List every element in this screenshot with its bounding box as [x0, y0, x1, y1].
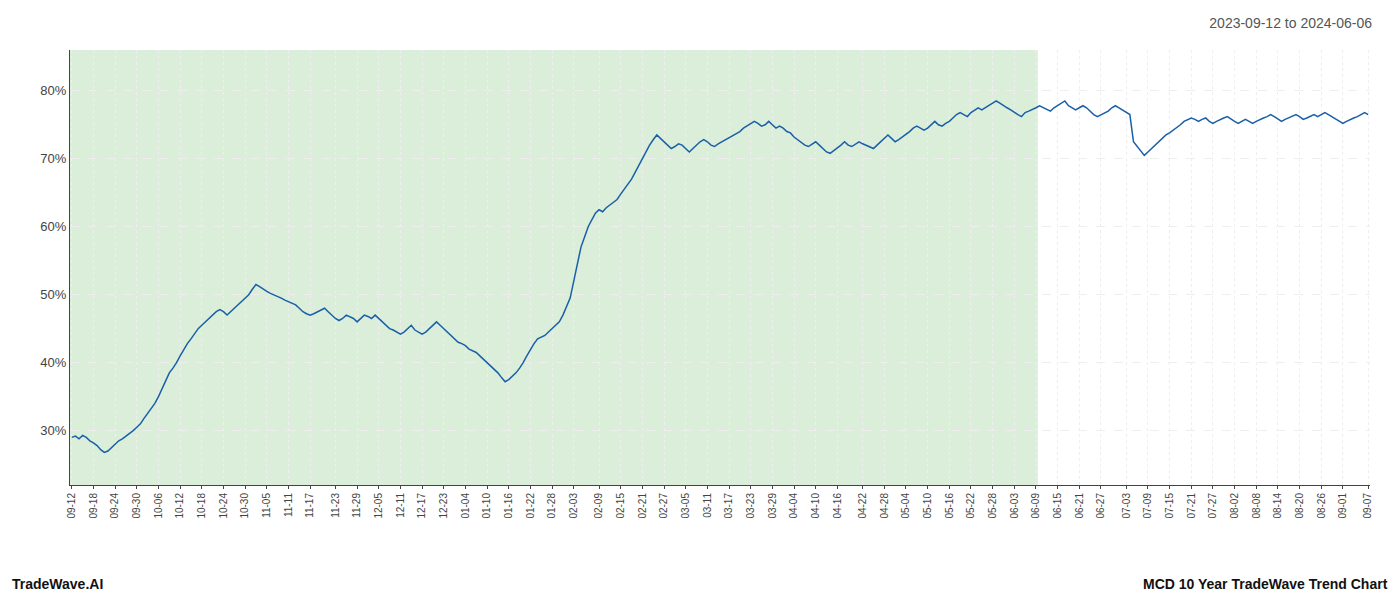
svg-text:12-05: 12-05 — [373, 493, 384, 519]
svg-text:70%: 70% — [40, 151, 66, 166]
svg-text:02-09: 02-09 — [593, 493, 604, 519]
svg-text:10-12: 10-12 — [174, 493, 185, 519]
svg-text:03-23: 03-23 — [745, 493, 756, 519]
svg-text:01-16: 01-16 — [503, 493, 514, 519]
svg-text:05-10: 05-10 — [922, 493, 933, 519]
svg-text:11-05: 11-05 — [261, 493, 272, 518]
svg-text:09-30: 09-30 — [131, 493, 142, 519]
svg-text:10-18: 10-18 — [196, 493, 207, 519]
svg-text:08-08: 08-08 — [1251, 493, 1262, 519]
svg-text:03-29: 03-29 — [767, 493, 778, 519]
svg-text:TradeWave.AI: TradeWave.AI — [12, 576, 103, 592]
svg-text:01-28: 01-28 — [546, 493, 557, 519]
svg-text:2023-09-12 to 2024-06-06: 2023-09-12 to 2024-06-06 — [1209, 15, 1372, 31]
svg-text:10-24: 10-24 — [218, 493, 229, 519]
svg-text:03-05: 03-05 — [680, 493, 691, 519]
svg-text:07-03: 07-03 — [1121, 493, 1132, 519]
svg-text:06-21: 06-21 — [1074, 493, 1085, 519]
svg-text:10-06: 10-06 — [153, 493, 164, 519]
svg-text:08-14: 08-14 — [1272, 493, 1283, 519]
svg-text:05-28: 05-28 — [987, 493, 998, 519]
svg-text:02-15: 02-15 — [615, 493, 626, 519]
svg-text:11-11: 11-11 — [283, 493, 294, 518]
svg-text:80%: 80% — [40, 83, 66, 98]
svg-text:05-16: 05-16 — [944, 493, 955, 519]
svg-text:05-04: 05-04 — [900, 493, 911, 519]
svg-text:04-10: 04-10 — [810, 493, 821, 519]
svg-text:06-27: 06-27 — [1095, 493, 1106, 519]
svg-text:03-11: 03-11 — [702, 493, 713, 518]
svg-text:12-11: 12-11 — [395, 493, 406, 518]
svg-text:04-04: 04-04 — [788, 493, 799, 519]
svg-text:MCD 10 Year TradeWave Trend Ch: MCD 10 Year TradeWave Trend Chart — [1143, 576, 1388, 592]
svg-text:01-04: 01-04 — [460, 493, 471, 519]
svg-text:04-22: 04-22 — [857, 493, 868, 519]
svg-text:03-17: 03-17 — [723, 493, 734, 519]
svg-text:11-23: 11-23 — [330, 493, 341, 518]
svg-text:12-17: 12-17 — [416, 493, 427, 519]
svg-text:09-18: 09-18 — [88, 493, 99, 519]
svg-text:07-27: 07-27 — [1207, 493, 1218, 519]
svg-text:40%: 40% — [40, 355, 66, 370]
svg-text:12-23: 12-23 — [438, 493, 449, 519]
svg-text:07-15: 07-15 — [1164, 493, 1175, 519]
svg-text:09-01: 09-01 — [1337, 493, 1348, 519]
svg-text:11-17: 11-17 — [304, 493, 315, 518]
svg-text:60%: 60% — [40, 219, 66, 234]
svg-text:01-22: 01-22 — [525, 493, 536, 519]
svg-text:09-07: 09-07 — [1362, 493, 1373, 519]
svg-text:08-20: 08-20 — [1294, 493, 1305, 519]
svg-text:02-27: 02-27 — [658, 493, 669, 519]
svg-text:04-16: 04-16 — [832, 493, 843, 519]
svg-text:30%: 30% — [40, 423, 66, 438]
svg-text:01-10: 01-10 — [481, 493, 492, 519]
svg-text:08-02: 08-02 — [1229, 493, 1240, 519]
svg-text:06-15: 06-15 — [1052, 493, 1063, 519]
svg-text:09-12: 09-12 — [66, 493, 77, 519]
svg-text:05-22: 05-22 — [965, 493, 976, 519]
svg-text:06-03: 06-03 — [1009, 493, 1020, 519]
svg-text:04-28: 04-28 — [879, 493, 890, 519]
svg-text:07-21: 07-21 — [1186, 493, 1197, 519]
svg-text:11-29: 11-29 — [351, 493, 362, 518]
svg-text:02-21: 02-21 — [637, 493, 648, 519]
svg-text:06-09: 06-09 — [1030, 493, 1041, 519]
svg-text:50%: 50% — [40, 287, 66, 302]
svg-text:07-09: 07-09 — [1142, 493, 1153, 519]
svg-text:08-26: 08-26 — [1316, 493, 1327, 519]
svg-text:09-24: 09-24 — [109, 493, 120, 519]
svg-text:10-30: 10-30 — [239, 493, 250, 519]
svg-text:02-03: 02-03 — [568, 493, 579, 519]
